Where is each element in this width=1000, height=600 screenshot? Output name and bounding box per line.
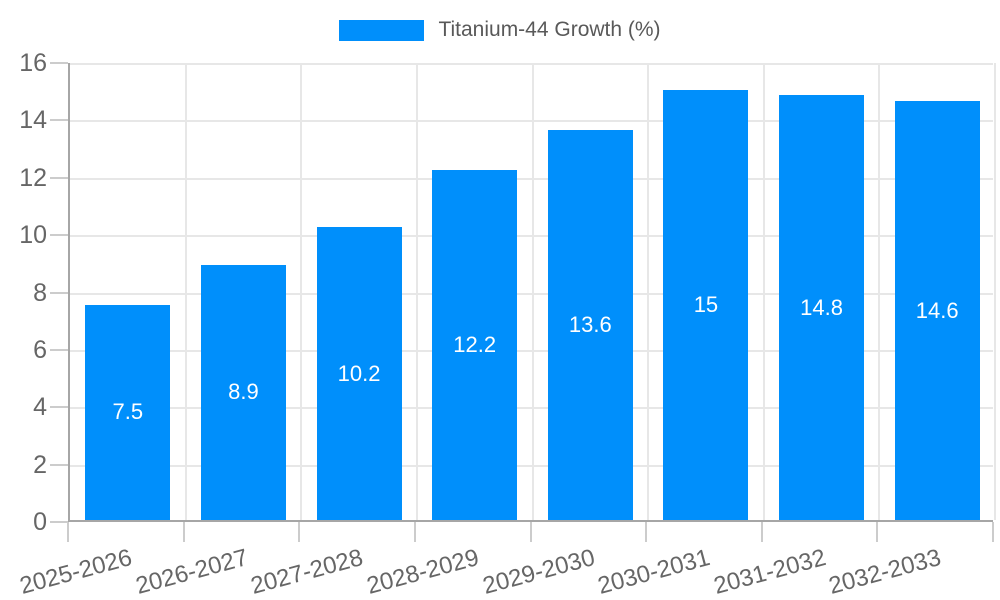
bar-value-label: 12.2 [453, 332, 497, 357]
x-axis-tick [876, 522, 879, 542]
y-axis-tick [50, 176, 68, 179]
gridline-vertical [415, 63, 418, 520]
legend-swatch [339, 19, 425, 41]
bar-value-label: 10.2 [337, 360, 381, 386]
x-axis-tick [760, 522, 763, 542]
x-axis-label: 2028-2029 [363, 544, 482, 600]
y-axis-tick-label: 4 [33, 393, 47, 422]
gridline-vertical [878, 63, 881, 520]
bar-2027-2028[interactable]: 10.2 [316, 227, 402, 520]
bar-2031-2032[interactable]: 14.8 [779, 95, 865, 520]
bar-2028-2029[interactable]: 12.2 [432, 170, 518, 520]
bar-value-label: 8.9 [228, 379, 259, 405]
y-axis-tick-label: 8 [33, 278, 47, 307]
bar-value-label: 14.6 [915, 297, 959, 323]
bar-2026-2027[interactable]: 8.9 [200, 264, 286, 520]
x-axis-tick [182, 522, 185, 542]
y-axis-tick-label: 12 [19, 163, 47, 192]
bar-value-label: 15 [693, 291, 719, 317]
y-axis-tick [50, 119, 68, 122]
y-axis-tick [50, 62, 68, 64]
x-axis-label: 2032-2033 [826, 544, 945, 600]
gridline-vertical [762, 63, 765, 520]
y-axis-tick [50, 463, 68, 466]
gridline-vertical [531, 63, 534, 520]
bar-value-label: 7.5 [112, 399, 144, 425]
bar-value-label: 13.6 [568, 311, 612, 337]
plot-area: 7.5 8.9 10.2 12.2 13.6 15 14.8 14.6 [68, 63, 996, 522]
x-axis-label: 2025-2026 [16, 544, 135, 600]
x-axis-tick [992, 522, 994, 542]
legend-label: Titanium-44 Growth (%) [438, 18, 661, 41]
gridline-vertical [184, 63, 187, 520]
y-axis-tick-label: 10 [19, 221, 47, 250]
x-axis-label: 2030-2031 [595, 544, 713, 600]
x-axis-tick [298, 522, 301, 542]
bar-2032-2033[interactable]: 14.6 [894, 101, 980, 520]
gridline-vertical [300, 63, 303, 520]
x-axis-label: 2031-2032 [710, 544, 829, 600]
bar-2029-2030[interactable]: 13.6 [547, 129, 633, 520]
gridline-vertical [994, 63, 996, 520]
x-axis-tick [529, 522, 532, 542]
y-axis-tick-label: 2 [33, 450, 47, 479]
y-axis-tick [50, 406, 68, 409]
y-axis-tick-label: 16 [19, 49, 47, 77]
x-axis-tick [645, 522, 648, 542]
y-axis-tick-label: 0 [33, 508, 47, 536]
y-axis-tick [50, 348, 68, 351]
x-axis-label: 2029-2030 [479, 544, 598, 600]
x-axis-tick [413, 522, 416, 542]
y-axis-tick [50, 234, 68, 237]
x-axis-label: 2026-2027 [132, 544, 251, 600]
bar-2030-2031[interactable]: 15 [663, 89, 749, 520]
y-axis-tick [50, 291, 68, 294]
x-axis-tick [67, 522, 69, 542]
bar-value-label: 14.8 [800, 294, 843, 320]
y-axis-tick-label: 14 [19, 106, 47, 135]
y-axis-tick-label: 6 [33, 335, 47, 364]
x-axis-label: 2027-2028 [248, 544, 367, 600]
legend[interactable]: Titanium-44 Growth (%) [0, 18, 1000, 42]
bar-2025-2026[interactable]: 7.5 [85, 304, 171, 520]
y-axis-tick [50, 521, 68, 523]
gridline-vertical [647, 63, 650, 520]
